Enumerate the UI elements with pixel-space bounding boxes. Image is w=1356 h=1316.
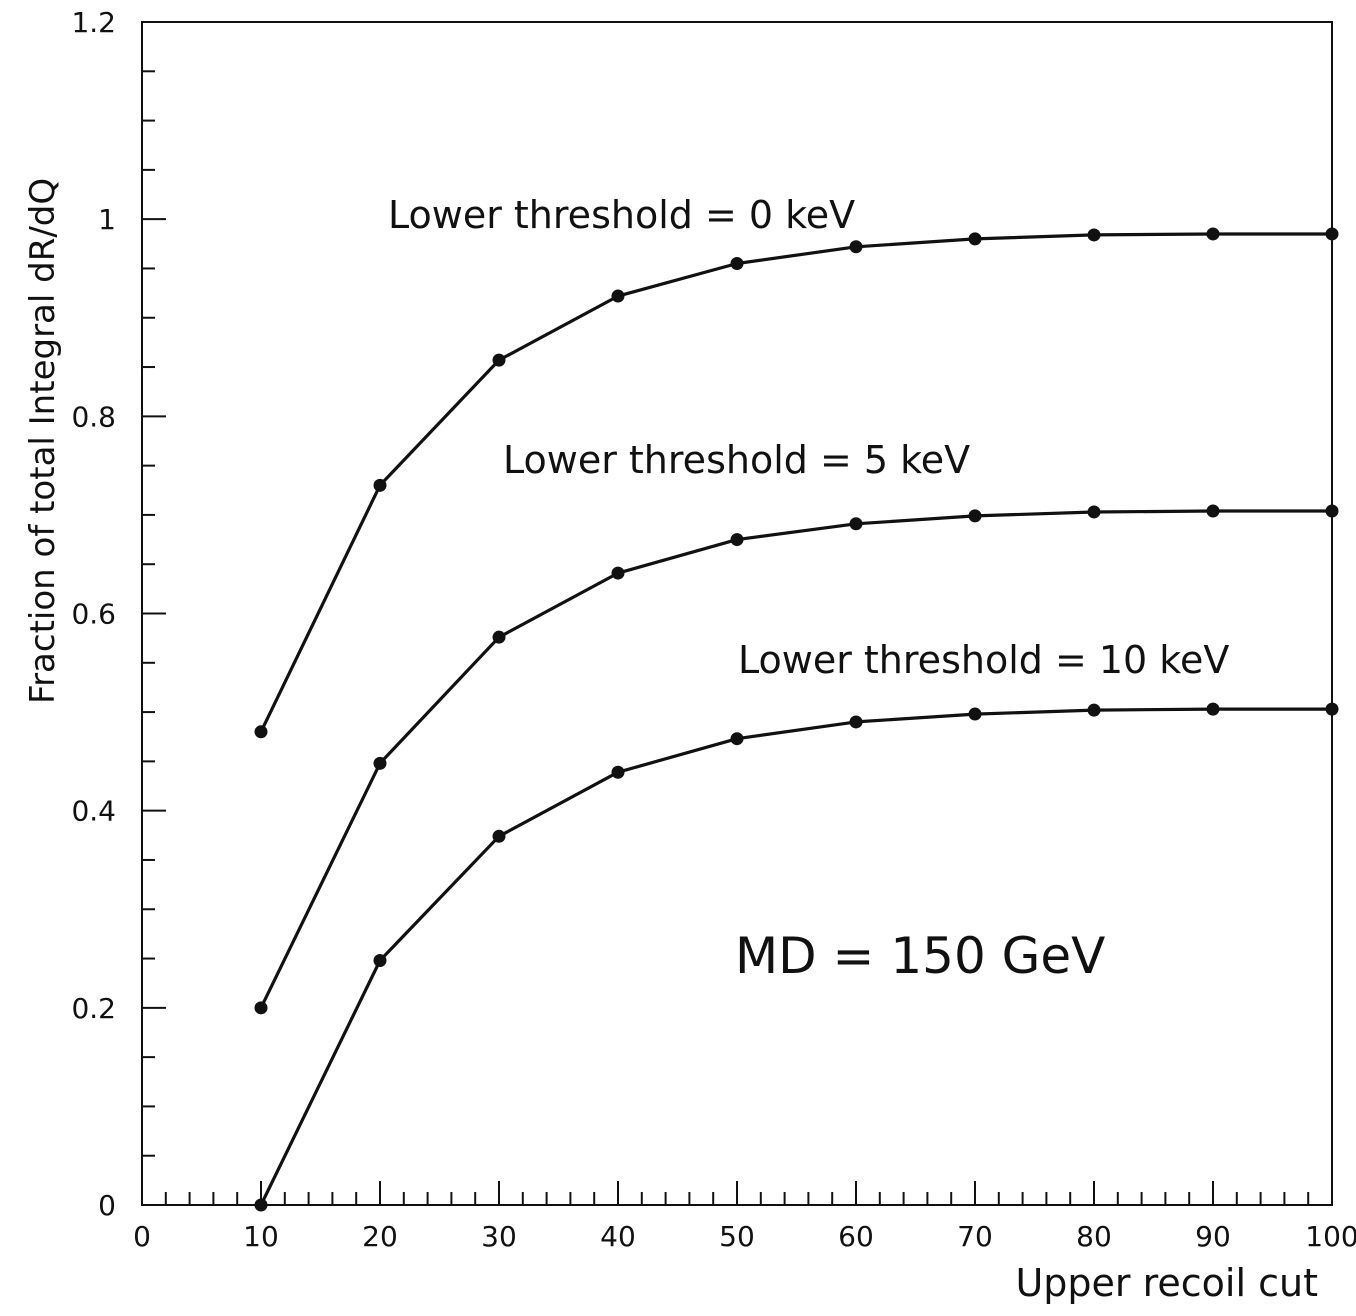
data-point xyxy=(730,732,744,746)
data-point xyxy=(1087,505,1101,519)
series-2 xyxy=(254,702,1339,1212)
series-0 xyxy=(254,227,1339,739)
data-point xyxy=(730,257,744,271)
series-layer xyxy=(254,227,1339,1212)
x-tick-label: 40 xyxy=(600,1220,636,1253)
data-point xyxy=(1206,702,1220,716)
series-line xyxy=(259,232,1332,733)
data-point xyxy=(968,707,982,721)
x-tick-label: 70 xyxy=(957,1220,993,1253)
y-tick-label: 0 xyxy=(98,1189,116,1222)
x-tick-label: 80 xyxy=(1076,1220,1112,1253)
data-point xyxy=(1325,702,1339,716)
data-point xyxy=(254,1198,268,1212)
y-axis-label: Fraction of total Integral dR/dQ xyxy=(23,178,63,704)
data-point xyxy=(254,1001,268,1015)
data-point xyxy=(730,533,744,547)
data-point xyxy=(611,289,625,303)
x-tick-label: 100 xyxy=(1305,1220,1356,1253)
axis-ticks: 0 10 20 30 40 50 60 70 80 90 100 0 0.2 0.4 0.6 0.8 1 1.2 xyxy=(71,6,1356,1253)
data-point xyxy=(1206,227,1220,241)
x-tick-label: 0 xyxy=(133,1220,151,1253)
series-1 xyxy=(254,504,1339,1015)
data-point xyxy=(1325,504,1339,518)
y-tick-label: 0.2 xyxy=(71,992,116,1025)
y-tick-label: 0.6 xyxy=(71,598,116,631)
y-tick-label: 1.2 xyxy=(71,6,116,39)
data-point xyxy=(1087,703,1101,717)
y-tick-label: 0.4 xyxy=(71,795,116,828)
data-point xyxy=(849,715,863,729)
x-axis-label: Upper recoil cut xyxy=(1015,1261,1318,1305)
data-point xyxy=(1325,227,1339,241)
series-labels: Lower threshold = 0 keV Lower threshold =… xyxy=(388,193,1229,682)
x-tick-label: 30 xyxy=(481,1220,517,1253)
annotation-md: MD = 150 GeV xyxy=(735,927,1105,985)
data-point xyxy=(849,517,863,531)
x-tick-label: 60 xyxy=(838,1220,874,1253)
x-tick-label: 90 xyxy=(1195,1220,1231,1253)
x-tick-label: 20 xyxy=(362,1220,398,1253)
series-line xyxy=(259,509,1332,1009)
data-point xyxy=(968,509,982,523)
x-tick-label: 10 xyxy=(243,1220,279,1253)
data-point xyxy=(611,765,625,779)
data-point xyxy=(373,478,387,492)
series-label: Lower threshold = 5 keV xyxy=(503,438,970,482)
data-point xyxy=(1206,504,1220,518)
data-point xyxy=(968,232,982,246)
series-label: Lower threshold = 10 keV xyxy=(738,638,1229,682)
y-tick-label: 0.8 xyxy=(71,400,116,433)
data-point xyxy=(1087,228,1101,242)
data-point xyxy=(849,240,863,254)
data-point xyxy=(254,725,268,739)
data-point xyxy=(492,630,506,644)
data-point xyxy=(611,566,625,580)
data-point xyxy=(373,954,387,968)
x-tick-label: 50 xyxy=(719,1220,755,1253)
data-point xyxy=(492,353,506,367)
data-point xyxy=(492,829,506,843)
y-tick-label: 1 xyxy=(98,203,116,236)
data-point xyxy=(373,756,387,770)
series-line xyxy=(259,707,1332,1206)
series-label: Lower threshold = 0 keV xyxy=(388,193,855,237)
